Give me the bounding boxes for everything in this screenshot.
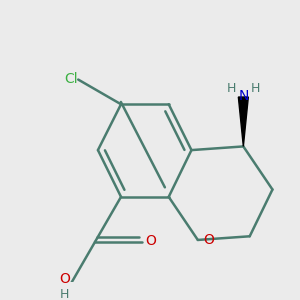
Text: O: O (146, 234, 157, 248)
Text: N: N (238, 89, 248, 103)
Text: Cl: Cl (64, 72, 78, 86)
Text: O: O (59, 272, 70, 286)
Text: O: O (203, 233, 214, 247)
Text: H: H (250, 82, 260, 95)
Polygon shape (238, 97, 248, 146)
Text: H: H (60, 288, 69, 300)
Text: H: H (227, 82, 236, 95)
